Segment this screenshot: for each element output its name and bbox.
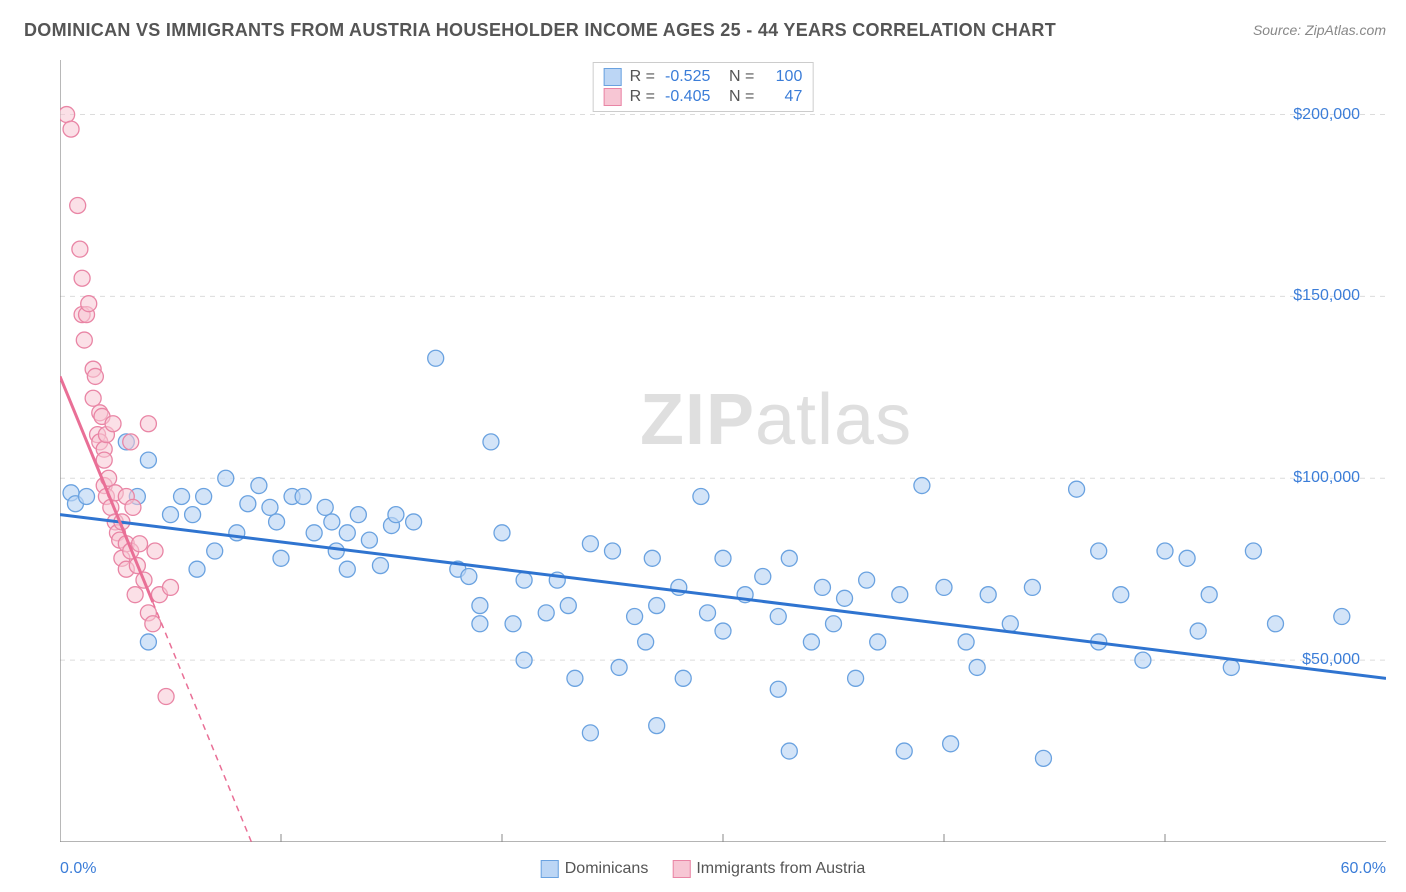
y-tick-label: $100,000	[1293, 469, 1360, 487]
legend-series-label: Dominicans	[565, 860, 649, 877]
legend-n-value: 100	[766, 68, 802, 86]
legend-swatch	[541, 860, 559, 878]
series-legend: Dominicans Immigrants from Austria	[541, 860, 866, 878]
legend-swatch	[604, 88, 622, 106]
legend-r-value: -0.405	[665, 88, 721, 106]
legend-swatch	[604, 68, 622, 86]
legend-series-item: Dominicans	[541, 860, 649, 878]
y-tick-label: $150,000	[1293, 287, 1360, 305]
x-axis-max-label: 60.0%	[1341, 860, 1386, 878]
legend-swatch	[672, 860, 690, 878]
legend-r-value: -0.525	[665, 68, 721, 86]
source-attribution: Source: ZipAtlas.com	[1253, 22, 1386, 38]
legend-n-label: N =	[729, 88, 754, 106]
y-tick-label: $200,000	[1293, 106, 1360, 124]
legend-n-label: N =	[729, 68, 754, 86]
scatter-chart-svg	[60, 60, 1386, 842]
y-tick-label: $50,000	[1302, 651, 1360, 669]
legend-series-label: Immigrants from Austria	[696, 860, 865, 877]
legend-correlation-row: R = -0.405 N = 47	[604, 87, 803, 107]
legend-r-label: R =	[630, 68, 655, 86]
chart-plot-area: ZIPatlas $50,000$100,000$150,000$200,000	[60, 60, 1386, 842]
x-axis-min-label: 0.0%	[60, 860, 96, 878]
legend-r-label: R =	[630, 88, 655, 106]
chart-title: DOMINICAN VS IMMIGRANTS FROM AUSTRIA HOU…	[24, 20, 1056, 41]
legend-series-item: Immigrants from Austria	[672, 860, 865, 878]
legend-n-value: 47	[766, 88, 802, 106]
correlation-legend: R = -0.525 N = 100 R = -0.405 N = 47	[593, 62, 814, 112]
legend-correlation-row: R = -0.525 N = 100	[604, 67, 803, 87]
